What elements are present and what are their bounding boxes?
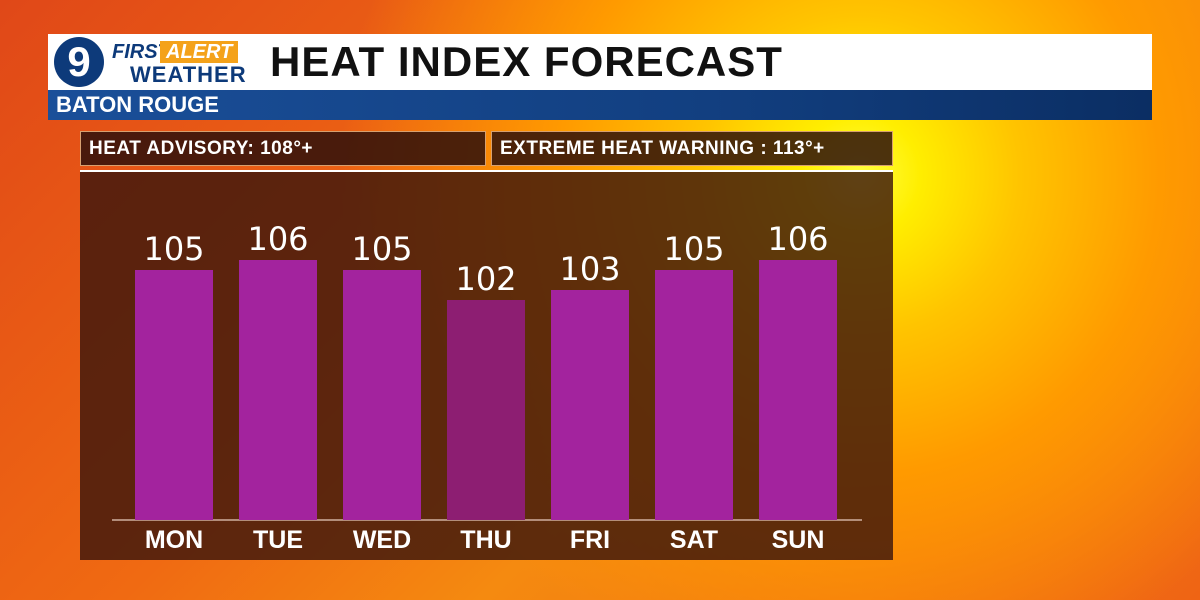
extreme-heat-warning-label: EXTREME HEAT WARNING : 113°+ [500, 138, 825, 159]
bar-value-fri: 103 [559, 250, 620, 288]
bar-value-tue: 106 [247, 220, 308, 258]
bar-fri [551, 290, 629, 520]
day-label-tue: TUE [253, 526, 303, 554]
heat-index-bar-chart: 105 MON 106 TUE 105 WED 102 THU 103 FRI 105 SAT 106 S… [112, 220, 862, 554]
bar-wed [343, 270, 421, 520]
logo-weather-text: WEATHER [130, 62, 247, 87]
bar-value-thu: 102 [455, 260, 516, 298]
location-bar: BATON ROUGE [48, 90, 1152, 120]
bar-sat [655, 270, 733, 520]
station-logo: 9 FIRST ALERT WEATHER [48, 34, 268, 90]
day-label-thu: THU [460, 526, 511, 554]
day-label-wed: WED [353, 526, 411, 554]
day-label-sat: SAT [670, 526, 718, 554]
bar-mon [135, 270, 213, 520]
day-label-sun: SUN [772, 526, 825, 554]
bar-value-sat: 105 [663, 230, 724, 268]
header-bar: 9 FIRST ALERT WEATHER HEAT INDEX FORECAS… [48, 34, 1152, 90]
bar-value-mon: 105 [143, 230, 204, 268]
bar-value-sun: 106 [767, 220, 828, 258]
page-title: HEAT INDEX FORECAST [270, 38, 783, 85]
chart-panel: 105 MON 106 TUE 105 WED 102 THU 103 FRI 105 SAT 106 S… [80, 170, 893, 560]
logo-alert-text: ALERT [160, 41, 239, 63]
day-label-fri: FRI [570, 526, 610, 554]
extreme-heat-warning-box: EXTREME HEAT WARNING : 113°+ [491, 131, 893, 166]
bar-tue [239, 260, 317, 520]
heat-advisory-box: HEAT ADVISORY: 108°+ [80, 131, 486, 166]
bar-thu [447, 300, 525, 520]
logo-nine: 9 [54, 37, 104, 87]
logo-first-text: FIRST [112, 41, 170, 63]
location-label: BATON ROUGE [56, 92, 219, 117]
bar-value-wed: 105 [351, 230, 412, 268]
day-label-mon: MON [145, 526, 203, 554]
heat-advisory-label: HEAT ADVISORY: 108°+ [89, 138, 314, 159]
bar-sun [759, 260, 837, 520]
